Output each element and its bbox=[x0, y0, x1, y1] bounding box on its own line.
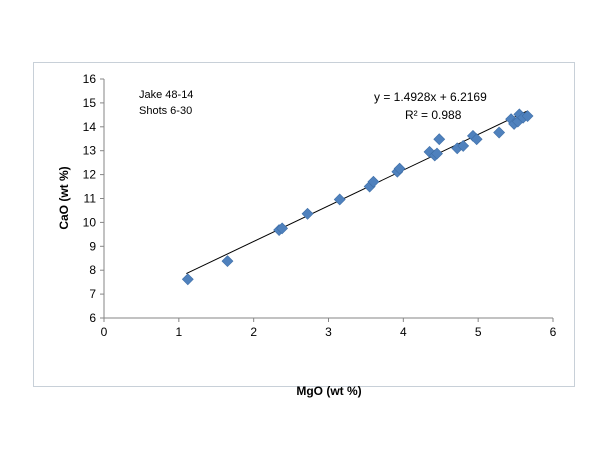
chart-frame bbox=[33, 62, 575, 387]
data-point bbox=[276, 222, 289, 235]
trendline-equation: y = 1.4928x + 6.2169 bbox=[374, 90, 487, 104]
y-tick-label: 16 bbox=[83, 72, 97, 86]
x-tick-label: 6 bbox=[550, 325, 557, 339]
data-point bbox=[457, 139, 470, 152]
annotation-line-1: Jake 48-14 bbox=[139, 89, 193, 101]
y-tick-label: 14 bbox=[83, 120, 97, 134]
data-point bbox=[470, 133, 483, 146]
data-point bbox=[521, 110, 534, 122]
annotation-line-2: Shots 6-30 bbox=[139, 105, 192, 117]
y-tick-label: 7 bbox=[89, 287, 96, 301]
data-point bbox=[393, 162, 406, 175]
x-tick-label: 5 bbox=[475, 325, 482, 339]
data-point bbox=[431, 147, 443, 160]
x-axis-title: MgO (wt %) bbox=[296, 384, 361, 398]
y-tick-label: 6 bbox=[89, 311, 96, 325]
axes bbox=[100, 78, 554, 322]
data-point bbox=[181, 273, 194, 286]
trendline-r-squared: R² = 0.988 bbox=[405, 108, 462, 122]
x-tick-label: 2 bbox=[250, 325, 257, 339]
x-tick-label: 1 bbox=[175, 325, 182, 339]
x-tick-label: 3 bbox=[325, 325, 332, 339]
data-points bbox=[181, 108, 534, 286]
data-point bbox=[367, 175, 380, 188]
y-tick-label: 9 bbox=[89, 239, 96, 253]
data-point bbox=[433, 133, 446, 146]
data-point bbox=[221, 255, 234, 268]
data-point bbox=[333, 193, 346, 206]
x-tick-label: 0 bbox=[101, 325, 108, 339]
y-tick-label: 11 bbox=[84, 192, 97, 206]
y-axis-title: CaO (wt %) bbox=[57, 166, 71, 229]
y-tick-label: 10 bbox=[83, 215, 97, 229]
y-tick-label: 8 bbox=[89, 263, 96, 277]
x-tick-label: 4 bbox=[400, 325, 407, 339]
y-tick-label: 12 bbox=[83, 168, 97, 182]
y-tick-label: 15 bbox=[83, 96, 97, 110]
data-point bbox=[301, 207, 314, 220]
data-point bbox=[493, 126, 506, 139]
y-tick-label: 13 bbox=[83, 144, 97, 158]
